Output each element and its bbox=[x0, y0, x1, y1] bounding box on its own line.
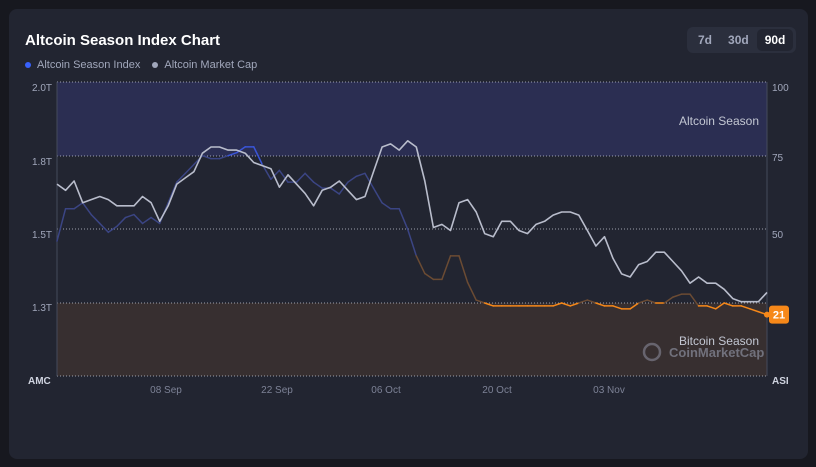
index-line-segment bbox=[381, 202, 392, 210]
index-line-segment bbox=[415, 255, 426, 275]
legend-dot-index bbox=[25, 62, 31, 68]
index-line-segment bbox=[329, 187, 341, 195]
index-line-segment bbox=[552, 302, 563, 307]
index-line-segment bbox=[740, 305, 751, 310]
y-left-tick-label: 1.5T bbox=[32, 230, 52, 241]
x-edge-label-right: ASI bbox=[772, 376, 789, 387]
index-line-segment bbox=[475, 299, 486, 304]
legend-item-marketcap[interactable]: Altcoin Market Cap bbox=[152, 59, 257, 71]
index-line-segment bbox=[441, 255, 452, 281]
index-line-segment bbox=[56, 207, 67, 242]
index-line-segment bbox=[663, 296, 674, 304]
index-line-segment bbox=[706, 305, 717, 310]
index-line-segment bbox=[466, 281, 477, 301]
index-line-segment bbox=[672, 293, 683, 298]
index-line-segment bbox=[714, 302, 725, 310]
legend: Altcoin Season Index Altcoin Market Cap bbox=[25, 59, 257, 71]
index-line-segment bbox=[458, 255, 469, 284]
index-line-segment bbox=[124, 213, 135, 219]
index-line-segment bbox=[304, 172, 315, 183]
index-line-segment bbox=[227, 151, 238, 157]
index-line-segment bbox=[201, 154, 212, 160]
index-line-segment bbox=[364, 172, 375, 189]
index-line-segment bbox=[569, 302, 580, 307]
index-line-segment bbox=[184, 163, 195, 175]
y-left-tick-label: 1.3T bbox=[32, 303, 52, 314]
current-value-dot bbox=[764, 311, 770, 318]
index-line-segment bbox=[81, 202, 92, 216]
y-left-tick-label: 2.0T bbox=[32, 83, 52, 94]
index-line-segment bbox=[167, 181, 178, 204]
y-right-tick-label: 100 bbox=[772, 83, 789, 94]
zone-bitcoin-season bbox=[57, 303, 767, 376]
coinmarketcap-icon bbox=[642, 342, 662, 362]
index-line-segment bbox=[483, 302, 495, 307]
legend-dot-marketcap bbox=[152, 62, 159, 68]
index-line-segment bbox=[133, 213, 144, 225]
x-edge-label-left: AMC bbox=[28, 376, 51, 387]
x-tick-label: 06 Oct bbox=[371, 385, 401, 396]
legend-item-index[interactable]: Altcoin Season Index bbox=[25, 59, 140, 71]
index-line-segment bbox=[612, 305, 623, 310]
index-line-segment bbox=[629, 302, 640, 310]
y-right-tick-label: 75 bbox=[772, 153, 784, 164]
index-line-segment bbox=[235, 146, 246, 154]
range-90d-button[interactable]: 90d bbox=[756, 29, 794, 51]
index-line-segment bbox=[578, 299, 589, 304]
index-line-segment bbox=[406, 228, 418, 257]
current-value-badge bbox=[769, 305, 789, 324]
index-line-segment bbox=[295, 172, 306, 183]
index-line-segment bbox=[99, 222, 110, 234]
index-line-segment bbox=[338, 181, 349, 195]
zone-altcoin-season bbox=[57, 82, 767, 156]
index-line-segment bbox=[278, 169, 289, 183]
index-line-segment bbox=[90, 213, 101, 225]
index-line-segment bbox=[372, 187, 383, 204]
legend-label-marketcap: Altcoin Market Cap bbox=[164, 59, 258, 71]
x-tick-label: 08 Sep bbox=[150, 385, 182, 396]
index-line-segment bbox=[141, 216, 152, 225]
watermark-logo bbox=[642, 342, 662, 362]
index-line-segment bbox=[749, 308, 760, 313]
index-line-segment bbox=[595, 302, 606, 307]
marketcap-line bbox=[56, 140, 768, 303]
index-line-segment bbox=[218, 154, 229, 160]
index-line-segment bbox=[150, 216, 161, 225]
index-line-segment bbox=[689, 293, 700, 307]
index-line-segment bbox=[73, 202, 84, 210]
index-line-segment bbox=[270, 169, 281, 180]
index-line-segment bbox=[646, 299, 657, 304]
index-line-segment bbox=[723, 302, 734, 307]
index-line-segment bbox=[176, 172, 187, 183]
index-line-segment bbox=[560, 302, 572, 307]
index-line-segment bbox=[355, 172, 366, 178]
range-7d-button[interactable]: 7d bbox=[698, 33, 713, 47]
range-selector: 7d 30d 90d bbox=[687, 27, 797, 53]
index-line-segment bbox=[424, 272, 435, 281]
x-tick-label: 20 Oct bbox=[482, 385, 512, 396]
index-line-segment bbox=[107, 225, 118, 234]
legend-label-index: Altcoin Season Index bbox=[37, 59, 141, 71]
index-line-segment bbox=[312, 181, 323, 189]
chart-title: Altcoin Season Index Chart bbox=[25, 32, 221, 49]
y-right-tick-label: 50 bbox=[772, 230, 784, 241]
watermark-text: CoinMarketCap bbox=[669, 345, 764, 360]
index-line-segment bbox=[347, 175, 358, 183]
y-left-tick-label: 1.8T bbox=[32, 157, 52, 168]
zone-label-bitcoin: Bitcoin Season bbox=[679, 334, 759, 348]
index-line-segment bbox=[586, 299, 597, 304]
index-line-segment bbox=[252, 146, 264, 166]
x-tick-label: 22 Sep bbox=[261, 385, 293, 396]
index-line-segment bbox=[637, 299, 648, 304]
index-line-segment bbox=[116, 216, 127, 228]
x-tick-label: 03 Nov bbox=[593, 385, 625, 396]
current-value-label: 21 bbox=[773, 310, 785, 322]
index-line-segment bbox=[398, 207, 409, 231]
range-30d-button[interactable]: 30d bbox=[728, 33, 749, 47]
zone-label-altcoin: Altcoin Season bbox=[679, 114, 759, 128]
